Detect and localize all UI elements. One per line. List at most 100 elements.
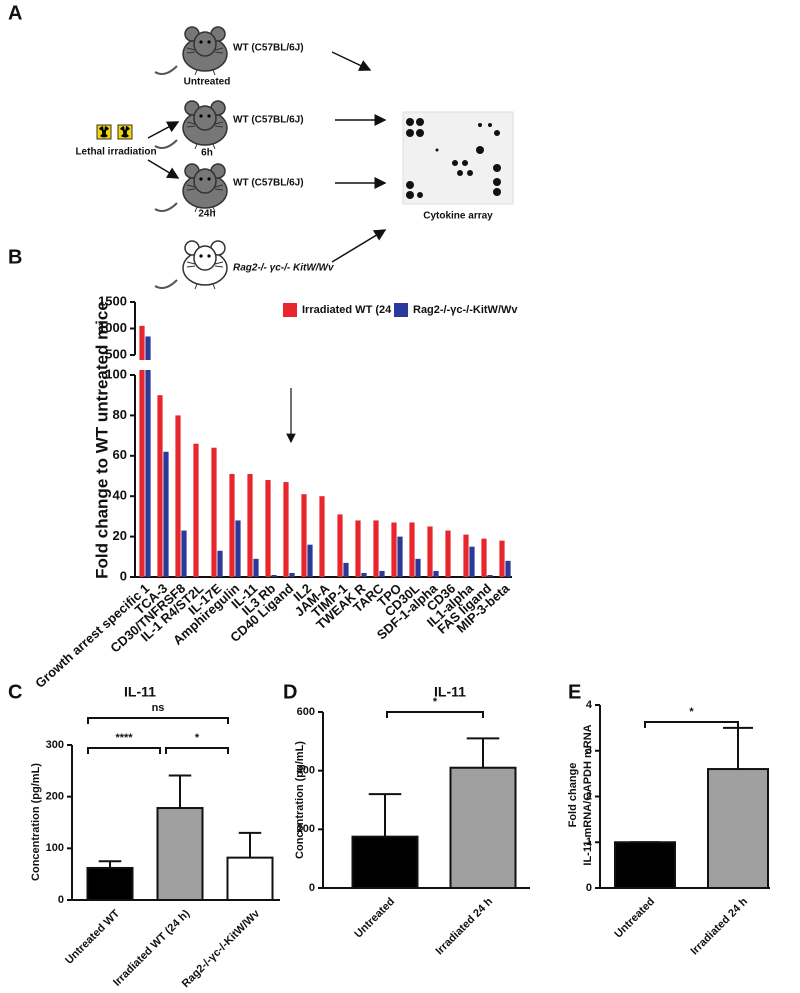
legend-swatch [283, 303, 297, 317]
radiation-icon [96, 124, 112, 140]
mouse-label: WT (C57BL/6J) [233, 43, 304, 54]
bar [283, 482, 289, 577]
bar [707, 768, 769, 889]
bar [211, 447, 217, 577]
bar [163, 451, 169, 577]
y-tick-label: 0 [120, 568, 127, 583]
bar [156, 807, 204, 901]
panel-label: A [8, 2, 22, 24]
legend-label: Irradiated WT (24 h) [302, 304, 405, 316]
arrows [147, 51, 387, 263]
bar [351, 835, 419, 890]
mouse-icon [154, 240, 228, 290]
panel-label: B [8, 246, 22, 268]
y-tick-label: 1000 [98, 320, 127, 335]
bar [409, 522, 415, 577]
bar [193, 443, 199, 577]
bar [265, 480, 271, 577]
bar [86, 866, 134, 902]
y-tick-label: 400 [297, 765, 315, 777]
bar [175, 415, 181, 577]
y-tick-label: 20 [113, 528, 127, 543]
bar [379, 570, 385, 577]
bar [337, 514, 343, 577]
bar [469, 546, 475, 577]
y-tick-label: 200 [46, 791, 64, 803]
panel-label: D [283, 681, 297, 703]
bar [433, 570, 439, 577]
bar [343, 562, 349, 577]
significance-bracket [87, 717, 229, 724]
x-tick-label: Untreated [612, 896, 657, 941]
panel-a: WT (C57BL/6J) WT (C57BL/6J) WT (C57BL/6J… [75, 26, 514, 290]
bar [355, 520, 361, 577]
y-tick-label: 0 [309, 882, 315, 894]
significance-label: * [433, 696, 438, 708]
chart-title: IL-11 [124, 684, 156, 700]
y-tick-label: 200 [297, 823, 315, 835]
bar [415, 558, 421, 577]
significance-bracket [386, 711, 484, 718]
y-tick-label: 0 [58, 894, 64, 906]
array-label: Cytokine array [423, 211, 493, 222]
bar [481, 538, 487, 577]
bar [397, 536, 403, 577]
bar [271, 574, 277, 577]
bar [505, 560, 511, 577]
x-tick-label: Irradiated WT (24 h) [111, 907, 192, 988]
x-tick-label: Irradiated 24 h [434, 895, 496, 957]
bar [445, 530, 451, 577]
y-tick-label: 40 [113, 488, 127, 503]
x-tick-label: Rag2-/-γc-/-KitW/Wv [180, 907, 263, 990]
y-axis-label: Fold change [567, 763, 579, 828]
radiation-icon [117, 124, 133, 140]
bar [499, 540, 505, 577]
y-tick-label: 4 [586, 699, 593, 711]
bar [463, 534, 469, 577]
panel-label: C [8, 681, 22, 703]
bar [449, 766, 517, 890]
y-tick-label: 3 [586, 745, 592, 757]
bar [391, 522, 397, 577]
significance-bracket [87, 747, 161, 754]
y-tick-label: 60 [113, 447, 127, 462]
bar [289, 572, 295, 577]
y-tick-label: 80 [113, 407, 127, 422]
bar [235, 520, 241, 577]
mouse-label: WT (C57BL/6J) [233, 178, 304, 189]
y-tick-label: 600 [297, 706, 315, 718]
time-label: 24h [198, 209, 215, 220]
time-label: 6h [201, 148, 213, 159]
bar [301, 494, 307, 577]
bar [139, 325, 145, 577]
y-tick-label: 500 [105, 346, 127, 361]
x-tick-label: Untreated [352, 896, 397, 941]
cytokine-array [402, 111, 514, 205]
mouse-label: Rag2-/- γc-/- KitW/Wv [233, 263, 335, 274]
bar [217, 550, 223, 577]
y-tick-label: 1 [586, 836, 592, 848]
y-tick-label: 300 [46, 739, 64, 751]
y-tick-label: 0 [586, 882, 592, 894]
mouse-label: WT (C57BL/6J) [233, 115, 304, 126]
x-tick-label: Untreated WT [63, 907, 122, 966]
irradiation-label: Lethal irradiation [75, 147, 156, 158]
bar [487, 574, 493, 577]
bar [614, 841, 676, 889]
bar [157, 395, 163, 577]
bar [307, 544, 313, 577]
significance-label: * [689, 706, 694, 718]
bar [145, 336, 151, 577]
array-dots [406, 118, 501, 199]
bar [247, 473, 253, 577]
bar [181, 530, 187, 577]
bar [427, 526, 433, 577]
panel-label: E [568, 681, 581, 703]
y-tick-label: 100 [105, 366, 127, 381]
bar [319, 496, 325, 577]
y-axis-label: IL-11 mRNA/GAPDH mRNA [582, 724, 594, 865]
bar [361, 572, 367, 577]
significance-label: ns [152, 702, 165, 714]
legend-swatch [394, 303, 408, 317]
